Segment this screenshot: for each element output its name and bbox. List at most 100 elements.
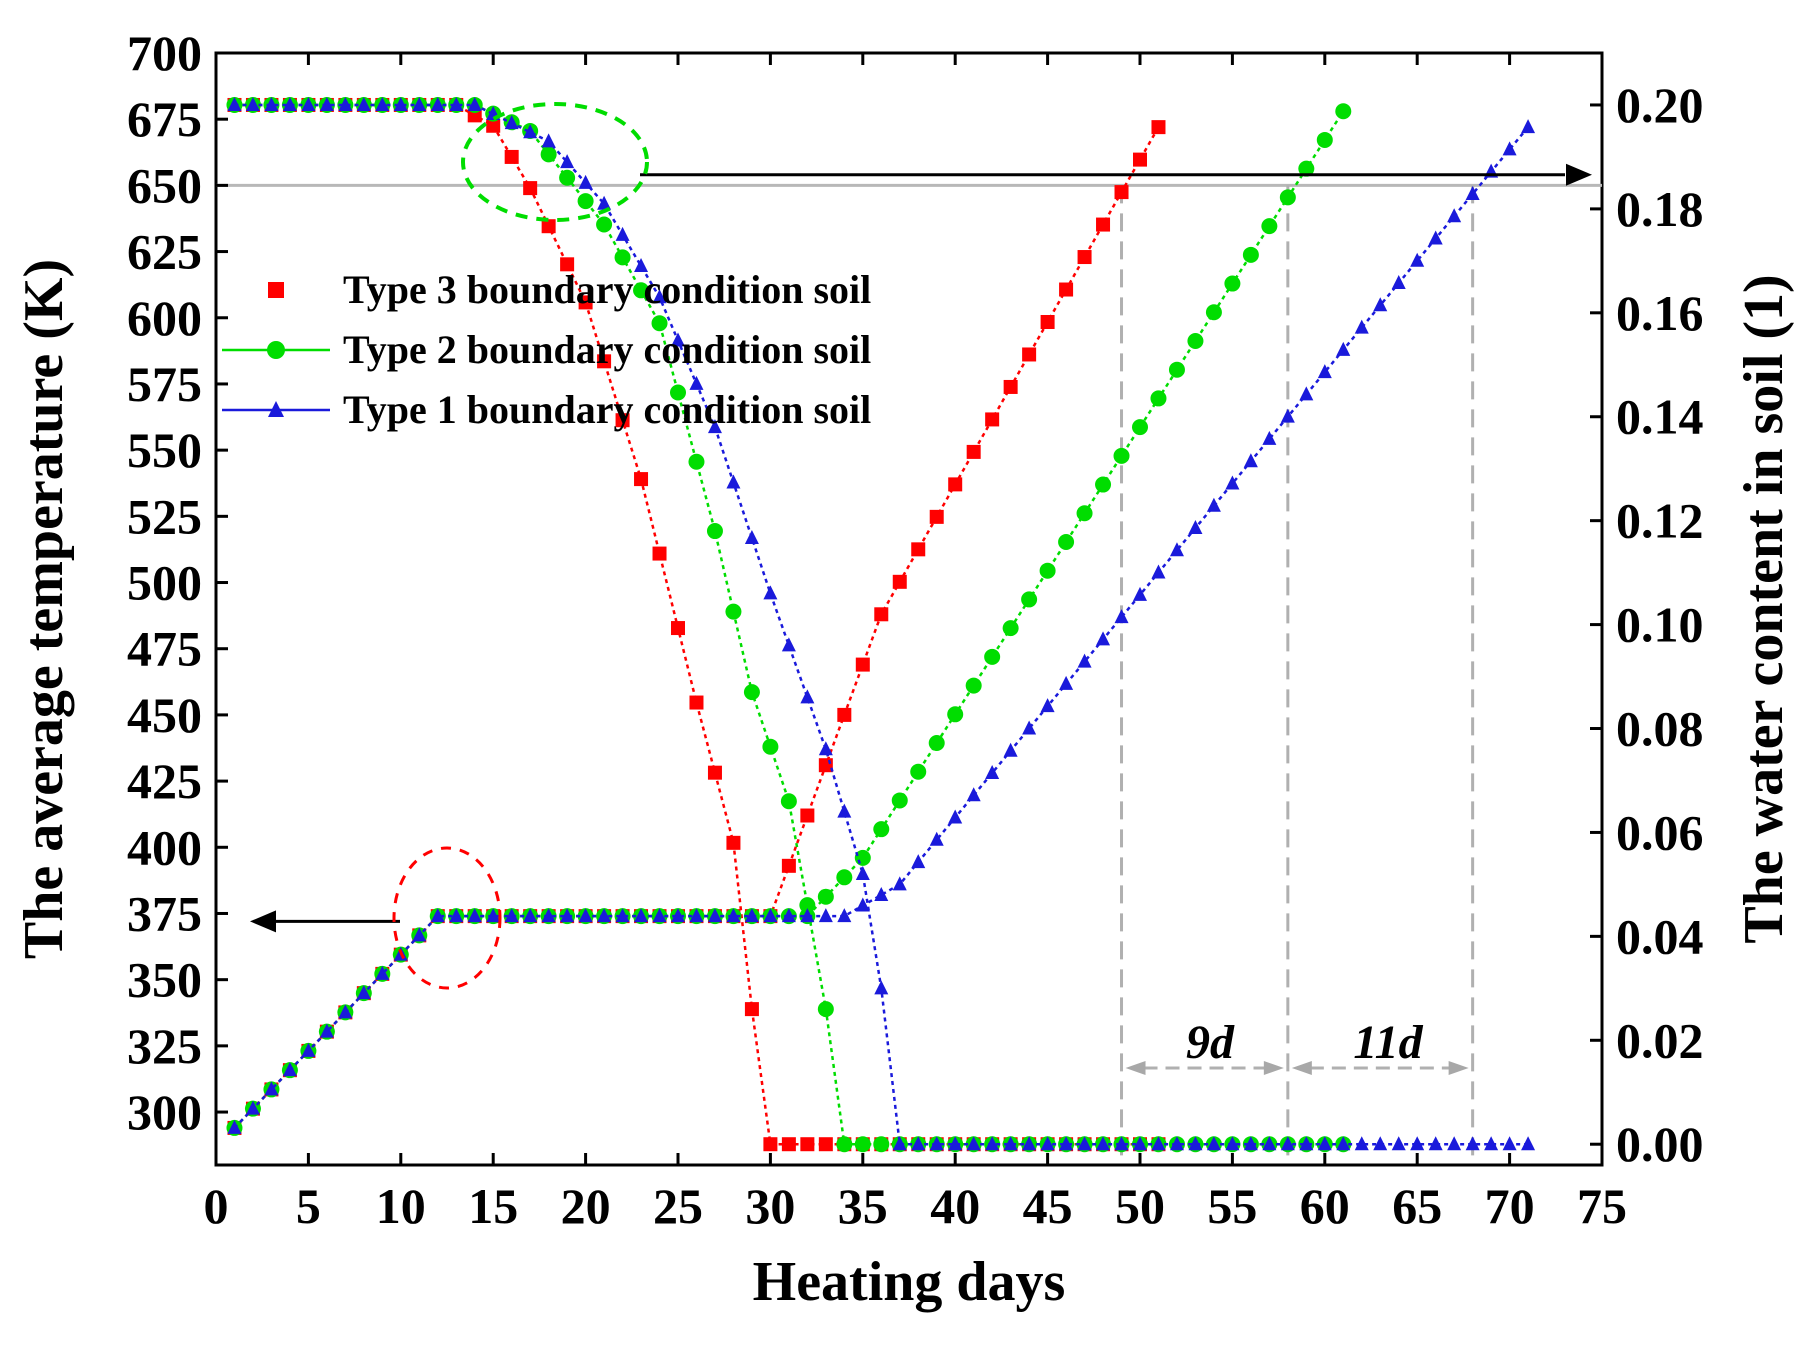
water-content-point: [1151, 1136, 1166, 1151]
temperature-point: [948, 809, 963, 824]
temperature-point: [1133, 586, 1147, 601]
water-content-point: [541, 219, 556, 234]
temperature-point: [874, 886, 889, 901]
water-content-point: [892, 1136, 907, 1151]
series-3: [227, 96, 1536, 1151]
axes-layer: 0 5 10 15 20 25 30 35 40 45 50 55 60 65 70 75 300 325 350 3…: [127, 25, 1704, 1234]
temperature-point: [245, 1100, 260, 1115]
water-content-point: [227, 96, 242, 111]
water-content-point: [1317, 1136, 1332, 1151]
annotation-layer: 9d 11d: [250, 102, 1592, 1069]
temperature-point: [726, 908, 741, 923]
water-content-point: [1521, 1136, 1536, 1151]
water-content-point: [985, 1136, 1000, 1151]
temperature-point: [1336, 341, 1351, 356]
water-content-point: [1299, 1136, 1314, 1151]
y-left-tick-label: 675: [127, 91, 202, 147]
temperature-point: [1225, 475, 1240, 490]
y-left-tick-label: 600: [127, 290, 202, 346]
temperature-point: [1040, 314, 1055, 329]
water-content-point: [596, 216, 613, 233]
water-content-point: [800, 1137, 815, 1152]
series-layer: [226, 96, 1536, 1153]
temperature-point: [1317, 364, 1332, 379]
temperature-point: [264, 1081, 279, 1096]
x-tick-label: 40: [930, 1178, 980, 1234]
temperature-point: [892, 876, 907, 891]
gap-label-11d: 11d: [1353, 1016, 1423, 1069]
temperature-point: [837, 908, 852, 923]
highlight-ellipse-red: [392, 846, 502, 990]
legend-marker-1: [268, 282, 284, 298]
water-content-point: [689, 375, 704, 390]
temperature-point: [1262, 430, 1277, 445]
water-content-point: [504, 149, 519, 164]
water-content-point: [560, 154, 575, 169]
temperature-point: [282, 1062, 297, 1077]
water-content-point: [615, 413, 630, 428]
water-content-point: [615, 226, 630, 241]
legend: Type 3 boundary condition soil Type 2 bo…: [222, 267, 871, 432]
temperature-point: [929, 509, 944, 524]
y-left-tick-label: 700: [127, 25, 202, 81]
temperature-point: [1299, 386, 1314, 401]
temperature-point: [1095, 476, 1112, 493]
temperature-point: [1150, 390, 1167, 407]
water-content-point: [1465, 1136, 1480, 1151]
water-content-point: [1059, 1136, 1074, 1151]
water-content-point: [1410, 1136, 1425, 1151]
x-tick-label: 70: [1485, 1178, 1535, 1234]
temperature-point: [1373, 297, 1388, 312]
y-left-tick-label: 525: [127, 488, 202, 544]
temperature-point: [227, 1119, 242, 1134]
temperature-point: [319, 1023, 334, 1038]
temperature-point: [855, 897, 870, 912]
water-content-point: [540, 146, 557, 163]
water-content-point: [412, 96, 427, 111]
temperature-point: [911, 854, 926, 869]
water-content-point: [781, 1137, 796, 1152]
water-content-point: [873, 1136, 890, 1153]
x-tick-label: 75: [1577, 1178, 1627, 1234]
y-right-tick-label: 0.00: [1616, 1116, 1704, 1172]
y-right-tick-label: 0.20: [1616, 77, 1704, 133]
temperature-point: [1391, 275, 1406, 290]
water-content-point: [1336, 1136, 1351, 1151]
temperature-point: [1096, 217, 1111, 232]
temperature-point: [891, 792, 908, 809]
water-content-point: [799, 897, 816, 914]
temperature-point: [1151, 120, 1166, 135]
x-tick-label: 45: [1023, 1178, 1073, 1234]
x-tick-label: 50: [1115, 1178, 1165, 1234]
water-content-point: [948, 1136, 963, 1151]
temperature-point: [1132, 419, 1148, 436]
temperature-point: [1428, 230, 1443, 245]
temperature-point: [1058, 533, 1075, 550]
x-tick-label: 65: [1392, 1178, 1442, 1234]
y-left-tick-label: 575: [127, 356, 202, 412]
temperature-point: [1205, 304, 1222, 321]
temperature-point: [1169, 542, 1184, 557]
water-content-point: [1447, 1136, 1462, 1151]
plot-frame: [214, 51, 1604, 1167]
water-content-point: [763, 1137, 778, 1152]
water-content-point: [743, 684, 760, 701]
temperature-point: [929, 831, 944, 846]
water-content-point: [1114, 1136, 1129, 1151]
x-tick-label: 35: [838, 1178, 888, 1234]
temperature-point: [541, 908, 556, 923]
water-content-point: [670, 384, 686, 401]
water-content-point: [1003, 1136, 1018, 1151]
water-content-line: [234, 103, 1344, 1146]
gap-label-9d: 9d: [1186, 1016, 1235, 1069]
y-left-tick-label: 475: [127, 621, 202, 677]
water-content-point: [633, 282, 650, 299]
temperature-point: [781, 908, 796, 923]
temperature-point: [1502, 141, 1517, 156]
y-left-tick-label: 650: [127, 157, 202, 213]
water-content-point: [430, 96, 445, 111]
temperature-point: [430, 908, 445, 923]
temperature-point: [1242, 246, 1259, 263]
temperature-point: [800, 808, 815, 823]
y-axis-right-title: The water content in soil (1): [1733, 274, 1795, 943]
